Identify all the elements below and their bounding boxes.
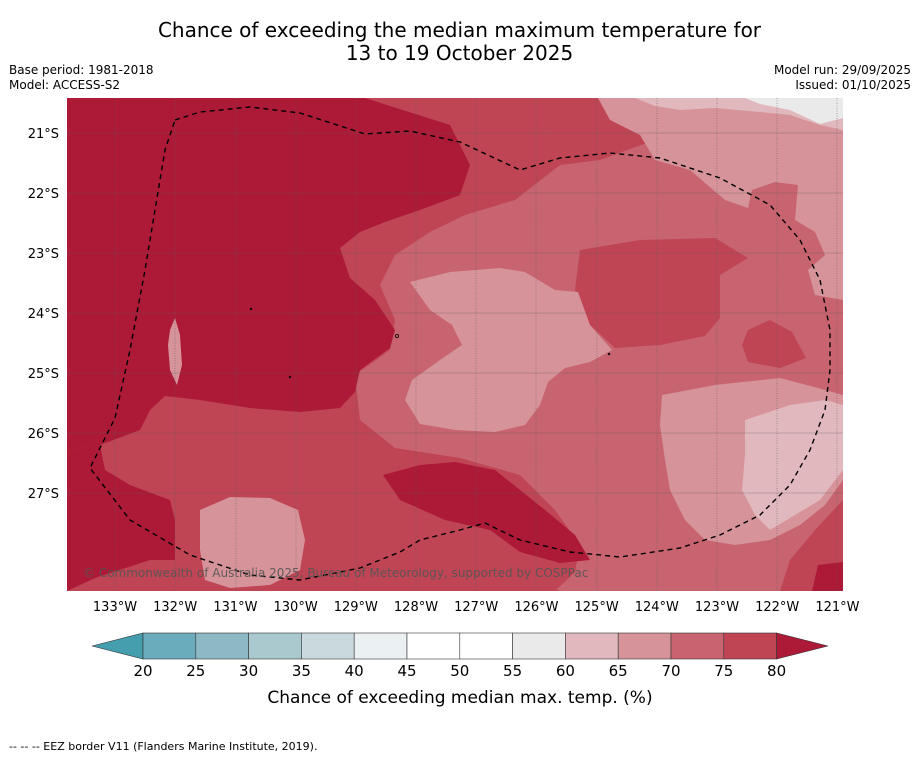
lon-label: 126°W <box>514 600 558 615</box>
colorbar-tick-label: 75 <box>714 662 733 680</box>
region-65-70-east-band <box>598 98 843 300</box>
colorbar-segment <box>670 632 725 660</box>
colorbar-tick-label: 55 <box>503 662 522 680</box>
lon-label: 125°W <box>575 600 619 615</box>
meta-right: Model run: 29/09/2025 Issued: 01/10/2025 <box>774 63 911 93</box>
lon-label: 130°W <box>274 600 318 615</box>
lat-label: 23°S <box>28 247 59 262</box>
title-line-2: 13 to 19 October 2025 <box>345 41 574 65</box>
colorbar-tick-label: 25 <box>186 662 205 680</box>
colorbar-tick-label: 70 <box>661 662 680 680</box>
colorbar <box>91 632 829 660</box>
colorbar-segment <box>617 632 672 660</box>
region-gt80-southwest <box>67 445 175 591</box>
lat-label: 24°S <box>28 307 59 322</box>
colorbar-tick-label: 40 <box>345 662 364 680</box>
lon-label: 133°W <box>93 600 137 615</box>
model-name: Model: ACCESS-S2 <box>9 78 121 92</box>
model-run: Model run: 29/09/2025 <box>773 63 911 77</box>
lon-label: 128°W <box>394 600 438 615</box>
lon-label: 121°W <box>815 600 859 615</box>
colorbar-segment <box>142 632 197 660</box>
region-65-70-center <box>405 268 612 432</box>
lat-label: 21°S <box>28 127 59 142</box>
lon-label: 127°W <box>454 600 498 615</box>
latitude-lines <box>67 132 843 494</box>
colorbar-segment <box>301 632 355 660</box>
colorbar-tick-label: 45 <box>397 662 416 680</box>
eez-border <box>89 106 831 581</box>
colorbar-tick-label: 50 <box>450 662 469 680</box>
colorbar-ticks: 20 25 30 35 40 45 50 55 60 65 70 75 80 <box>133 662 786 680</box>
colorbar-label: Chance of exceeding median max. temp. (%… <box>267 688 652 708</box>
copyright-notice: © Commonwealth of Australia 2025, Bureau… <box>83 566 588 580</box>
meta-left: Base period: 1981-2018 Model: ACCESS-S2 <box>9 63 154 93</box>
region-75-80-center <box>575 238 748 348</box>
region-gt80-southeast-corner <box>812 562 843 591</box>
region-60-65-southeast <box>742 400 843 530</box>
colorbar-tick-label: 30 <box>239 662 258 680</box>
colorbar-tick-label: 80 <box>767 662 786 680</box>
colorbar-segment <box>353 632 408 660</box>
graticule <box>114 98 838 591</box>
colorbar-segment <box>195 632 249 660</box>
region-75-80-south <box>67 560 560 591</box>
base-period: Base period: 1981-2018 <box>9 63 154 77</box>
region-gt80-north <box>67 98 470 450</box>
lat-label: 22°S <box>28 187 59 202</box>
lat-label: 25°S <box>28 367 59 382</box>
colorbar-segment <box>248 632 302 660</box>
colorbar-over-arrow <box>776 632 829 660</box>
colorbar-segment <box>723 632 777 660</box>
eez-footnote: -- -- -- EEZ border V11 (Flanders Marine… <box>9 740 318 753</box>
region-gt80-south <box>383 462 590 563</box>
region-75-80-east-small <box>742 320 806 368</box>
probability-field <box>67 98 843 591</box>
lon-label: 122°W <box>755 600 799 615</box>
issued-date: Issued: 01/10/2025 <box>795 78 911 92</box>
colorbar-tick-label: 20 <box>133 662 152 680</box>
colorbar-segment <box>565 632 619 660</box>
title-line-1: Chance of exceeding the median maximum t… <box>157 18 762 42</box>
longitude-labels: 133°W 132°W 131°W 130°W 129°W 128°W 127°W 126°W… <box>93 600 860 615</box>
colorbar-tick-label: 35 <box>292 662 311 680</box>
lon-label: 123°W <box>695 600 739 615</box>
lat-label: 26°S <box>28 427 59 442</box>
lon-label: 131°W <box>213 600 257 615</box>
lat-label: 27°S <box>28 487 59 502</box>
lon-label: 124°W <box>635 600 679 615</box>
colorbar-tick-label: 60 <box>556 662 575 680</box>
colorbar-segment <box>406 632 461 660</box>
region-75-80-east-top <box>505 98 655 165</box>
islands <box>249 307 611 379</box>
lon-label: 132°W <box>153 600 197 615</box>
colorbar-under-arrow <box>91 632 144 660</box>
region-65-70-southwest-patch <box>200 497 305 588</box>
lon-label: 129°W <box>334 600 378 615</box>
map-title: Chance of exceeding the median maximum t… <box>0 19 919 65</box>
region-55-60-northeast <box>745 98 843 124</box>
colorbar-tick-label: 65 <box>609 662 628 680</box>
latitude-labels: 21°S 22°S 23°S 24°S 25°S 26°S 27°S <box>28 127 59 502</box>
colorbar-segment <box>512 632 566 660</box>
colorbar-segment <box>459 632 513 660</box>
